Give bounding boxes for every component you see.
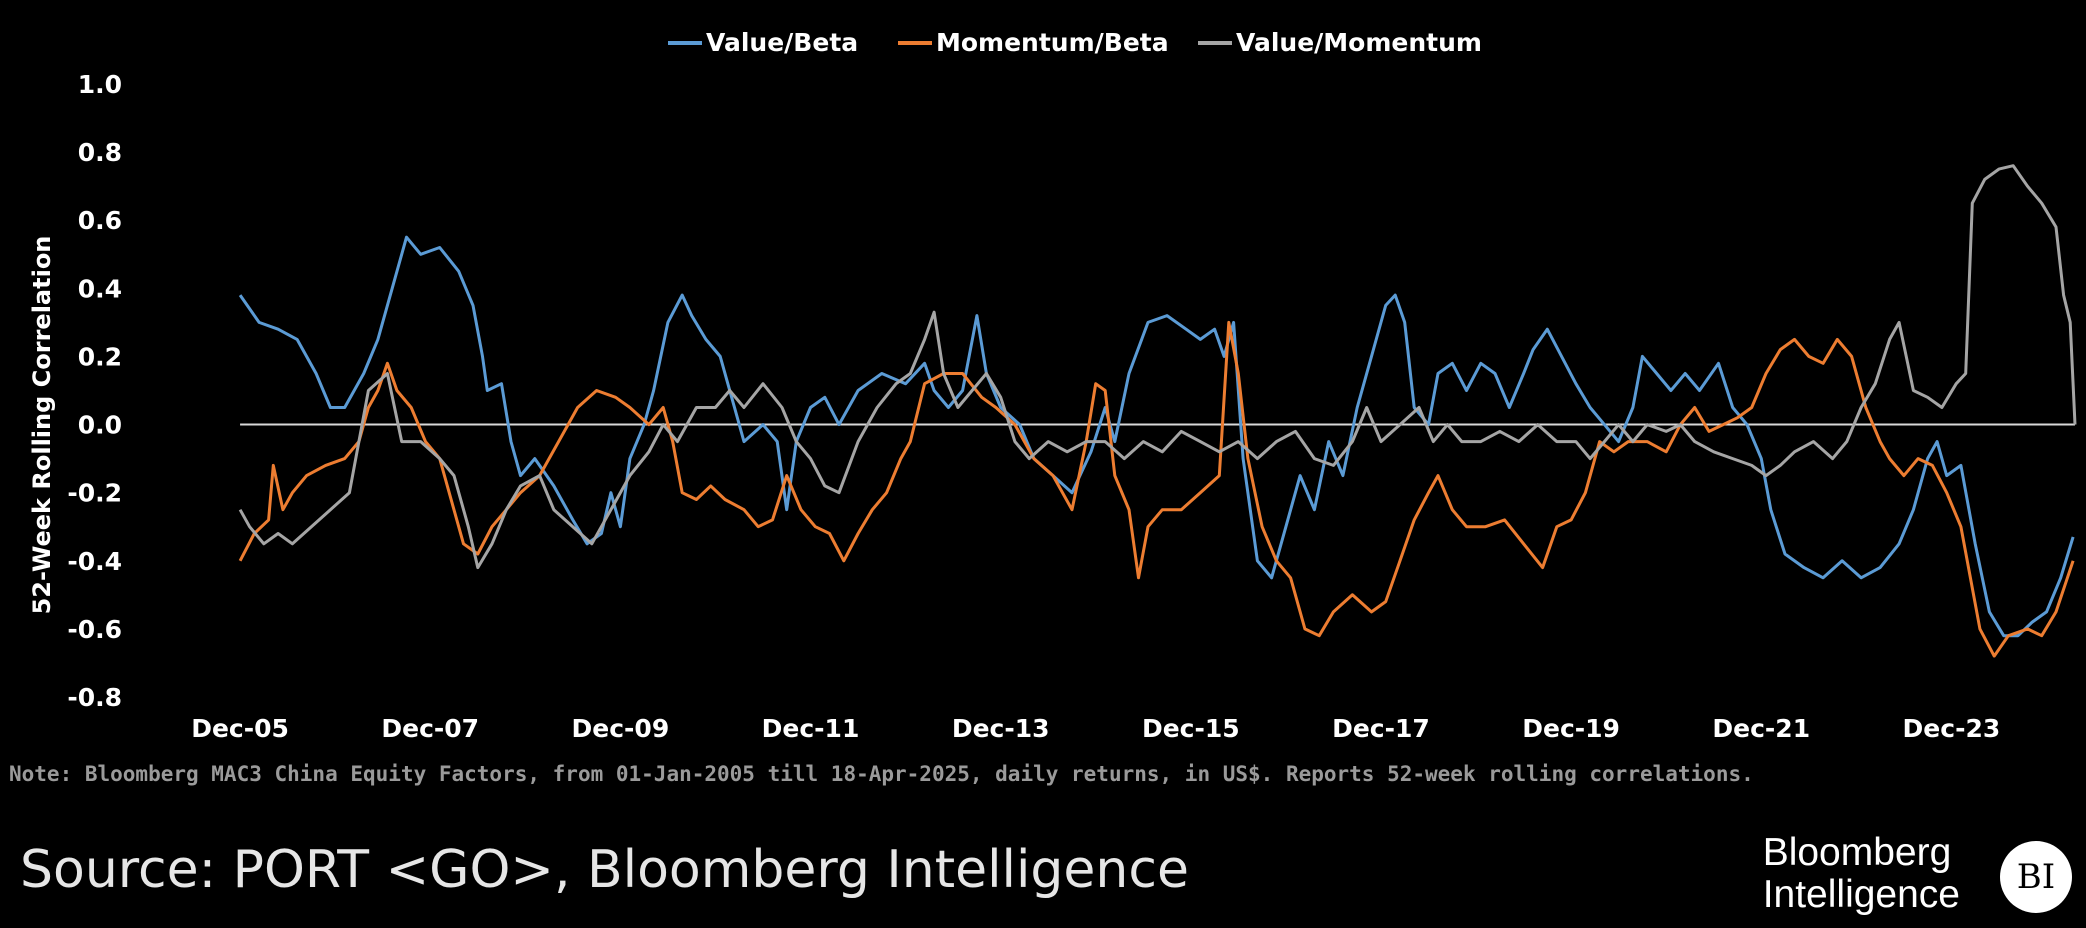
x-tick-label: Dec-21 [1712, 714, 1810, 743]
y-tick-label: -0.2 [67, 479, 122, 508]
series-line-3 [238, 164, 2077, 570]
y-tick-label: -0.8 [67, 683, 122, 712]
y-tick-label: -0.4 [67, 547, 122, 576]
y-axis-label: 52-Week Rolling Correlation [28, 236, 56, 615]
x-tick-label: Dec-05 [191, 714, 289, 743]
x-tick-label: Dec-07 [381, 714, 479, 743]
chart-note: Note: Bloomberg MAC3 China Equity Factor… [9, 762, 1754, 786]
legend-label: Value/Momentum [1236, 28, 1482, 57]
y-tick-label: 0.6 [78, 206, 122, 235]
brand-wordmark: Bloomberg Intelligence [1763, 832, 1960, 916]
x-tick-label: Dec-13 [952, 714, 1050, 743]
x-axis-ticks: Dec-05 Dec-07 Dec-09 Dec-11 Dec-13 Dec-15 Dec-… [191, 714, 2000, 743]
legend-label: Value/Beta [706, 28, 858, 57]
y-tick-label: 1.0 [78, 70, 122, 99]
y-tick-label: 0.4 [78, 274, 122, 303]
x-tick-label: Dec-11 [762, 714, 860, 743]
y-tick-label: 0.0 [78, 411, 122, 440]
x-tick-label: Dec-17 [1332, 714, 1430, 743]
x-tick-label: Dec-19 [1522, 714, 1620, 743]
bi-logo-icon: BI [2000, 841, 2072, 913]
x-tick-label: Dec-15 [1142, 714, 1240, 743]
series-line-2 [238, 320, 2075, 658]
x-tick-label: Dec-09 [572, 714, 670, 743]
source-line: Source: PORT <GO>, Bloomberg Intelligenc… [20, 840, 1189, 900]
brand-line-1: Bloomberg [1762, 831, 1952, 874]
chart-series [238, 164, 2077, 658]
legend-label: Momentum/Beta [936, 28, 1169, 57]
y-tick-label: -0.6 [67, 615, 122, 644]
x-tick-label: Dec-23 [1903, 714, 2001, 743]
chart-legend: Value/Beta Momentum/Beta Value/Momentum [668, 28, 1482, 57]
y-tick-label: 0.2 [78, 342, 122, 371]
y-axis-ticks: 1.0 0.8 0.6 0.4 0.2 0.0 -0.2 -0.4 -0.6 -0.8 [67, 70, 122, 712]
y-tick-label: 0.8 [78, 138, 122, 167]
brand-line-2: Intelligence [1762, 873, 1960, 916]
correlation-chart: Value/Beta Momentum/Beta Value/Momentum 1.… [28, 28, 2077, 743]
series-line-1 [238, 235, 2075, 638]
